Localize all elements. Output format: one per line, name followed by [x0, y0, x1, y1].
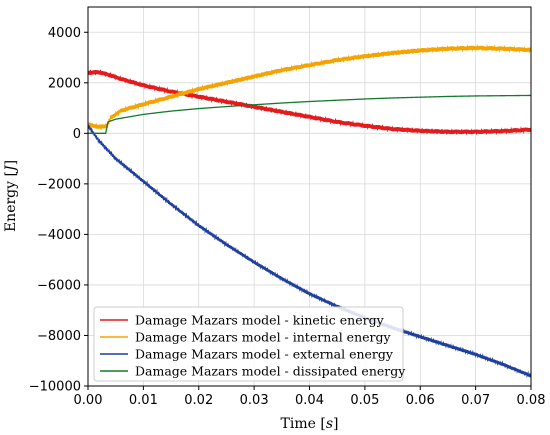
x-tick-label: 0.06 — [406, 393, 435, 408]
series-line-3 — [88, 124, 531, 379]
y-tick-label: −10000 — [29, 380, 81, 395]
series-line-1 — [88, 69, 531, 136]
legend-label: Damage Mazars model - kinetic energy — [135, 313, 385, 328]
legend-label: Damage Mazars model - internal energy — [135, 330, 391, 345]
series-layer — [88, 43, 531, 379]
series-line-2 — [88, 43, 531, 131]
x-tick-label: 0.01 — [129, 393, 158, 408]
x-tick-label: 0.04 — [295, 393, 324, 408]
legend: Damage Mazars model - kinetic energy Dama… — [93, 306, 406, 382]
y-tick-label: −6000 — [37, 278, 81, 293]
x-tick-label: 0.03 — [240, 393, 269, 408]
y-axis-label: Energy [J] — [3, 160, 19, 232]
y-tick-label: 2000 — [48, 76, 81, 91]
x-tick-label: 0.07 — [461, 393, 490, 408]
x-tick-label: 0.05 — [350, 393, 379, 408]
x-tick-label: 0.00 — [74, 393, 103, 408]
y-tick-label: −2000 — [37, 177, 81, 192]
y-tick-label: 4000 — [48, 26, 81, 41]
x-axis-label: Time [s] — [281, 416, 339, 432]
y-tick-label: −8000 — [37, 329, 81, 344]
y-tick-label: −4000 — [37, 228, 81, 243]
legend-box — [93, 306, 404, 382]
ticks — [84, 31, 532, 390]
legend-label: Damage Mazars model - external energy — [135, 347, 394, 362]
tick-labels: 0.00 0.01 0.02 0.03 0.04 0.05 0.06 0.07 0.08 −100… — [29, 26, 546, 408]
series-line-4 — [88, 94, 531, 134]
y-tick-label: 0 — [73, 127, 81, 142]
legend-label: Damage Mazars model - dissipated energy — [135, 364, 406, 379]
x-tick-label: 0.08 — [517, 393, 546, 408]
x-tick-label: 0.02 — [184, 393, 213, 408]
